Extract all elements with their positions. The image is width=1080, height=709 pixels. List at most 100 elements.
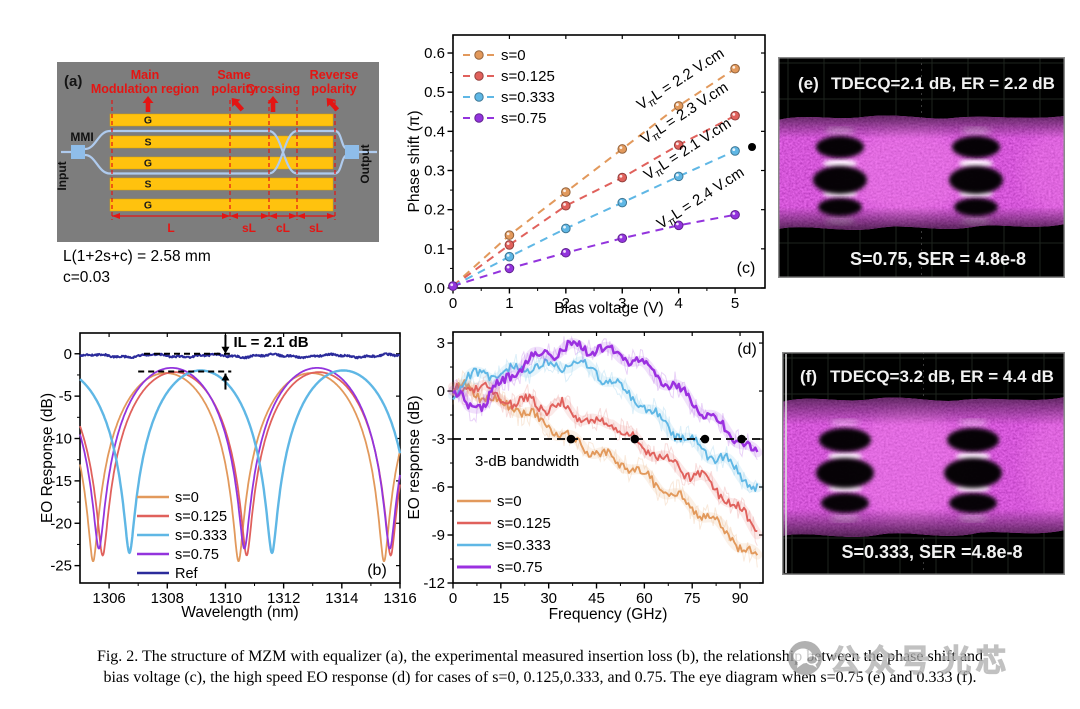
panel-e-footer: S=0.75, SER = 4.8e-8 [850, 249, 1026, 269]
series-s=0.125 [448, 371, 763, 546]
y-tick-label: -15 [50, 473, 72, 490]
bandwidth-dot [737, 434, 746, 444]
series-s=0.333 [448, 348, 763, 494]
legend-label: s=0.333 [501, 89, 555, 106]
x-tick-label: 1312 [267, 590, 300, 607]
x-tick-label: 0 [449, 295, 457, 312]
waveguide-arm-bottom [84, 129, 348, 175]
data-marker [730, 146, 740, 156]
extra-dot [748, 143, 757, 152]
legend-label: s=0.125 [497, 515, 551, 532]
x-axis-label: Wavelength (nm) [181, 604, 298, 621]
data-marker [561, 200, 571, 211]
x-tick-label: 1308 [151, 590, 184, 607]
y-tick-label: 0.0 [424, 280, 445, 297]
y-tick-label: 0.2 [424, 202, 445, 219]
bandwidth-dot [630, 434, 640, 444]
series-s=0.75: VπL = 2.4 V.cm [448, 164, 747, 291]
electrode-label: S [144, 137, 151, 149]
panel-b-insertion-loss-chart: 1306 1308 1310 1312 1314 1316 0 -5 -10 -15 -20 -25 W… [39, 332, 417, 621]
x-tick-label: 0 [449, 590, 457, 607]
plot-frame [452, 34, 766, 289]
reverse-polarity-label-2: polarity [311, 82, 356, 96]
x-tick-label: 15 [492, 590, 509, 607]
data-marker [448, 281, 458, 291]
y-tick-label: -10 [50, 431, 72, 448]
panel-a-schematic: (a) Main Modulation region Same polarity… [55, 62, 379, 286]
curve-s=0.333 [79, 369, 402, 555]
dim-label-sL2: sL [309, 221, 323, 235]
panel-f-label: (f) [800, 367, 817, 386]
axis-ticks: 1306 1308 1310 1312 1314 1316 0 -5 -10 -15 -20 -25 [50, 333, 417, 607]
y-axis-label: EO Response (dB) [39, 393, 56, 523]
legend-label: s=0.125 [501, 68, 555, 85]
y-axis-label: EO response (dB) [406, 395, 423, 519]
legend-label: s=0 [497, 493, 522, 510]
y-tick-label: 0 [64, 346, 72, 363]
input-label: Input [55, 161, 69, 190]
data-marker [617, 144, 628, 154]
legend: s=0 s=0.125 s=0.333 s=0.75 Ref [137, 490, 227, 582]
y-tick-label: -25 [50, 558, 72, 575]
equation-line-1: L(1+2s+c) = 2.58 mm [63, 248, 211, 265]
x-tick-label: 90 [732, 590, 749, 607]
legend-label: s=0.333 [175, 528, 227, 544]
x-axis-label: Frequency (GHz) [549, 606, 668, 623]
x-tick-label: 1 [505, 295, 513, 312]
x-tick-label: 45 [588, 590, 605, 607]
y-axis-label: Phase shift (π) [406, 110, 423, 212]
plot-frame [79, 332, 401, 584]
curve-s=0.333 [452, 358, 759, 492]
panel-e-title: TDECQ=2.1 dB, ER = 2.2 dB [831, 74, 1055, 93]
data-marker [617, 233, 628, 244]
region-arrows [142, 96, 340, 112]
data-marker [561, 247, 571, 258]
reverse-polarity-label-1: Reverse [310, 68, 359, 82]
main-region-label-2: Modulation region [91, 82, 199, 96]
data-marker [504, 240, 515, 250]
dim-label-cL: cL [276, 221, 290, 235]
y-tick-label: -12 [423, 575, 445, 592]
series-line [452, 114, 736, 287]
x-axis-label: Bias voltage (V) [554, 300, 663, 317]
legend-label: s=0.125 [175, 509, 227, 525]
same-polarity-label-2: polarity [211, 82, 256, 96]
mmi-label: MMI [70, 130, 93, 144]
schematic-background [57, 62, 379, 242]
mmi-input-coupler [71, 145, 85, 159]
x-tick-label: 30 [540, 590, 557, 607]
raw-trace [452, 369, 758, 568]
same-polarity-label-1: Same [217, 68, 250, 82]
waveguide [61, 129, 377, 175]
curve-s=0 [452, 379, 759, 556]
eye-pattern [778, 57, 1065, 278]
x-tick-label: 4 [675, 295, 683, 312]
caption-line-2: bias voltage (c), the high speed EO resp… [103, 669, 977, 686]
x-tick-label: 75 [684, 590, 701, 607]
electrode-label: G [144, 158, 152, 170]
series-s=0 [448, 369, 763, 568]
dim-label-L: L [167, 221, 174, 235]
y-tick-label: -9 [432, 527, 445, 544]
electrode-label: G [144, 200, 152, 212]
bandwidth-annotation: 3-dB bandwidth [475, 453, 579, 470]
electrode-bar [109, 113, 334, 127]
panel-c-phase-shift-chart: 0 1 2 3 4 5 0.0 0.1 0.2 0.3 0.4 0.5 0.6 Bias voltage … [406, 34, 766, 317]
curve-s=0.75 [452, 339, 759, 453]
up-arrow-icon [267, 96, 279, 112]
data-marker [730, 209, 740, 220]
caption-line-1: Fig. 2. The structure of MZM with equali… [96, 648, 984, 665]
figure-caption: Fig. 2. The structure of MZM with equali… [0, 646, 1080, 688]
y-tick-label: 0 [437, 383, 445, 400]
dimension-line: L sL cL sL [112, 213, 335, 235]
x-tick-label: 1314 [325, 590, 358, 607]
y-tick-label: 0.1 [424, 241, 445, 258]
legend-label: s=0.75 [175, 547, 219, 563]
data-marker [617, 197, 628, 208]
electrode-bar [109, 177, 334, 191]
dim-label-sL: sL [242, 221, 256, 235]
y-tick-label: -5 [59, 388, 72, 405]
legend: s=0 s=0.125 s=0.333 s=0.75 [463, 47, 555, 127]
legend-label: s=0.333 [497, 537, 551, 554]
